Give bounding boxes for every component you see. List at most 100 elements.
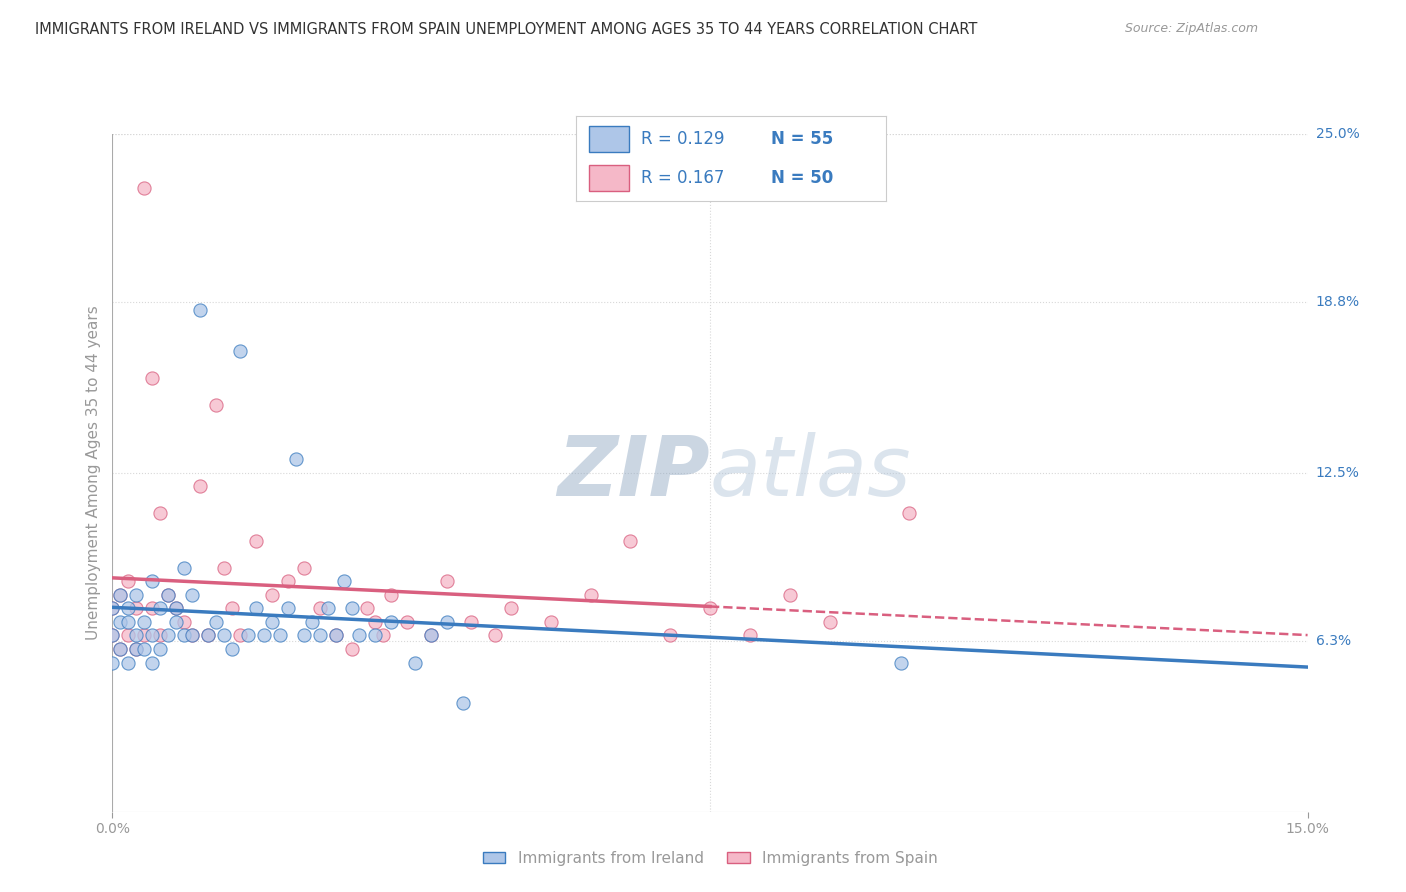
- Point: [212, 628, 235, 642]
- Point: [157, 588, 180, 602]
- Point: [141, 601, 163, 615]
- Point: [699, 601, 721, 615]
- Text: ZIP: ZIP: [557, 433, 710, 513]
- Point: [619, 533, 641, 548]
- Point: [260, 615, 283, 629]
- Point: [125, 628, 148, 642]
- Point: [173, 560, 195, 574]
- Point: [110, 588, 132, 602]
- Point: [484, 628, 506, 642]
- Point: [101, 628, 124, 642]
- Point: [165, 615, 187, 629]
- Point: [356, 601, 378, 615]
- Point: [205, 615, 228, 629]
- Point: [245, 533, 267, 548]
- Point: [165, 601, 187, 615]
- Point: [292, 560, 315, 574]
- Point: [332, 574, 354, 589]
- Point: [364, 615, 387, 629]
- Point: [236, 628, 259, 642]
- Point: [117, 628, 139, 642]
- Legend: Immigrants from Ireland, Immigrants from Spain: Immigrants from Ireland, Immigrants from…: [477, 845, 943, 871]
- Text: N = 50: N = 50: [772, 169, 834, 186]
- Text: 12.5%: 12.5%: [1316, 466, 1360, 480]
- Point: [117, 574, 139, 589]
- Point: [738, 628, 761, 642]
- Point: [540, 615, 562, 629]
- Point: [173, 628, 195, 642]
- Point: [134, 628, 156, 642]
- Point: [101, 628, 124, 642]
- Point: [292, 628, 315, 642]
- Point: [141, 656, 163, 670]
- Point: [818, 615, 841, 629]
- Point: [284, 452, 307, 467]
- Point: [110, 642, 132, 657]
- Bar: [589, 126, 628, 152]
- Point: [134, 181, 156, 195]
- Point: [260, 588, 283, 602]
- Point: [117, 601, 139, 615]
- Point: [101, 601, 124, 615]
- Point: [340, 642, 363, 657]
- Point: [125, 601, 148, 615]
- Point: [277, 601, 299, 615]
- Point: [308, 601, 330, 615]
- Point: [890, 656, 912, 670]
- Point: [149, 628, 172, 642]
- Point: [212, 560, 235, 574]
- Point: [157, 628, 180, 642]
- Point: [205, 398, 228, 412]
- Point: [188, 303, 211, 318]
- Point: [125, 642, 148, 657]
- Point: [134, 642, 156, 657]
- Point: [420, 628, 443, 642]
- Point: [269, 628, 291, 642]
- Point: [157, 588, 180, 602]
- Point: [110, 615, 132, 629]
- Text: N = 55: N = 55: [772, 130, 834, 148]
- Point: [460, 615, 482, 629]
- Point: [125, 642, 148, 657]
- Point: [173, 615, 195, 629]
- Point: [134, 615, 156, 629]
- Point: [373, 628, 395, 642]
- Point: [101, 656, 124, 670]
- Point: [110, 642, 132, 657]
- Point: [181, 628, 204, 642]
- Point: [117, 615, 139, 629]
- Point: [499, 601, 522, 615]
- Text: atlas: atlas: [710, 433, 911, 513]
- Text: 18.8%: 18.8%: [1316, 295, 1360, 309]
- Text: 6.3%: 6.3%: [1316, 634, 1351, 648]
- Point: [364, 628, 387, 642]
- Point: [380, 615, 402, 629]
- Point: [436, 574, 458, 589]
- Point: [277, 574, 299, 589]
- Point: [779, 588, 801, 602]
- Text: IMMIGRANTS FROM IRELAND VS IMMIGRANTS FROM SPAIN UNEMPLOYMENT AMONG AGES 35 TO 4: IMMIGRANTS FROM IRELAND VS IMMIGRANTS FR…: [35, 22, 977, 37]
- Point: [165, 601, 187, 615]
- Point: [451, 696, 474, 710]
- Point: [101, 601, 124, 615]
- Point: [141, 574, 163, 589]
- Point: [197, 628, 219, 642]
- Point: [253, 628, 276, 642]
- Point: [141, 371, 163, 385]
- Point: [149, 507, 172, 521]
- Point: [229, 628, 252, 642]
- Point: [349, 628, 371, 642]
- Point: [125, 588, 148, 602]
- Point: [149, 601, 172, 615]
- Point: [149, 642, 172, 657]
- Point: [245, 601, 267, 615]
- Point: [898, 507, 921, 521]
- Point: [659, 628, 682, 642]
- Point: [181, 628, 204, 642]
- Point: [141, 628, 163, 642]
- Point: [301, 615, 323, 629]
- Point: [221, 642, 243, 657]
- Text: 25.0%: 25.0%: [1316, 127, 1360, 141]
- Point: [316, 601, 339, 615]
- Point: [436, 615, 458, 629]
